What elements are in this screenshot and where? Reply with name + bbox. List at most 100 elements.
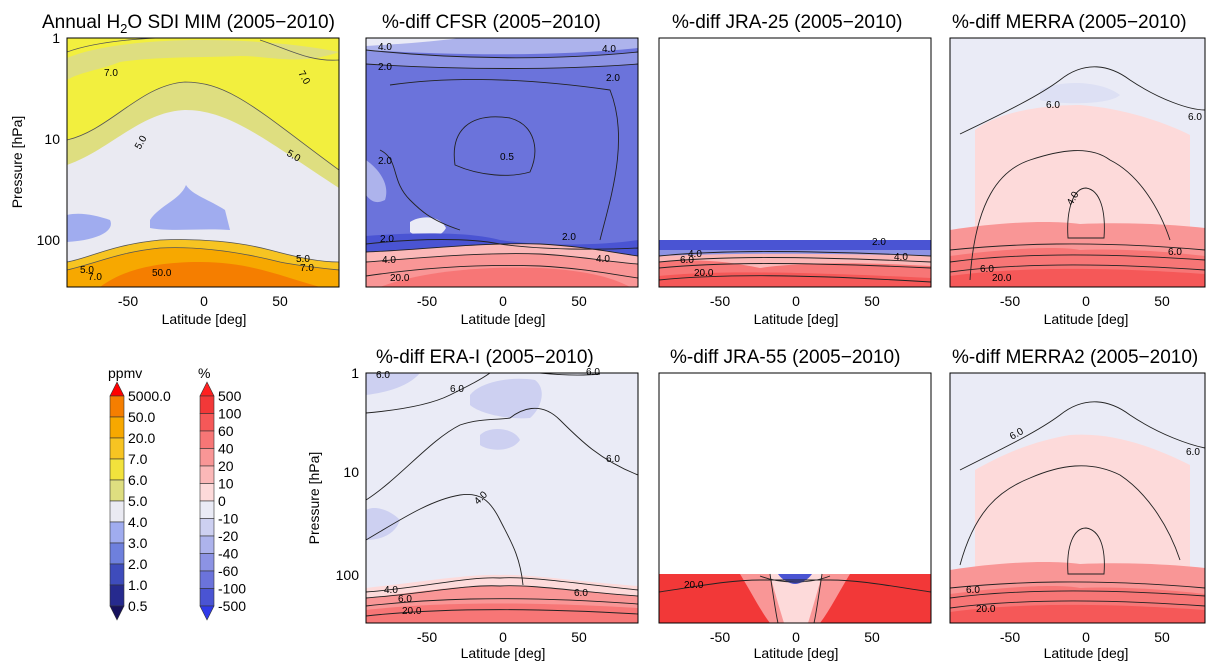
colorbar-swatch	[109, 479, 125, 502]
x-tick-label: 0	[792, 629, 800, 645]
contour-line	[389, 79, 620, 241]
colorbar-label: -40	[218, 546, 238, 562]
contour-line	[379, 149, 461, 231]
field-band	[480, 428, 520, 450]
contour-line	[1067, 527, 1105, 575]
x-axis-label: Latitude [deg]	[1044, 645, 1129, 661]
contour-line	[259, 39, 339, 61]
field-band	[366, 50, 638, 69]
contour-label: 6.0	[586, 367, 600, 378]
contour-label: 20.0	[390, 273, 410, 284]
colorbar-swatches	[199, 381, 215, 621]
x-axis-label: Latitude [deg]	[461, 645, 546, 661]
contour-label: 6.0	[450, 384, 464, 395]
x-tick-label: 0	[499, 629, 507, 645]
contour-line	[366, 577, 638, 593]
contour-line	[366, 243, 638, 257]
contour-label: 6.0	[398, 594, 412, 605]
x-tick-label: -50	[417, 293, 437, 309]
contour-label: 6.0	[1168, 247, 1182, 258]
contour-line	[67, 247, 339, 271]
colorbar-arrow-top	[199, 381, 215, 397]
contour-line	[950, 264, 1205, 273]
field-band	[975, 105, 1190, 230]
colorbar-swatch	[109, 437, 125, 460]
contour-label: 6.0	[574, 588, 588, 599]
plot-frame	[658, 372, 932, 624]
field-band	[410, 217, 446, 238]
y-tick-label: 10	[44, 131, 60, 147]
panel-jra55: %-diff JRA-55 (2005−2010) 20.0 -50 0 50 …	[658, 347, 932, 661]
panel-title: %-diff MERRA (2005−2010)	[952, 12, 1187, 33]
contour-label: 4.0	[378, 42, 392, 53]
colorbar-label: 100	[218, 406, 242, 422]
contour-label: 50.0	[152, 268, 172, 279]
x-tick-label: 0	[499, 293, 507, 309]
colorbar-label: 20	[218, 458, 234, 474]
colorbar-label: -100	[218, 581, 246, 597]
contour-label: 20.0	[992, 273, 1012, 284]
colorbar-label: 4.0	[128, 514, 148, 530]
y-tick-label: 10	[343, 464, 359, 480]
y-tick-label: 1	[52, 30, 60, 46]
x-axis-label: Latitude [deg]	[754, 311, 839, 327]
jra55-field	[659, 573, 931, 623]
jra25-field	[659, 240, 931, 287]
contour-label: 4.0	[602, 44, 616, 55]
panel-erai: %-diff ERA-I (2005−2010) 6.0 6.0 6.0 6.0…	[306, 347, 639, 661]
colorbar-swatch	[109, 416, 125, 439]
sdi-field	[67, 38, 339, 287]
x-tick-label: -50	[1000, 293, 1020, 309]
colorbar-arrow-bottom	[199, 605, 215, 621]
colorbar-label: 40	[218, 441, 234, 457]
contour-line	[366, 493, 524, 586]
colorbar-label: 500	[218, 388, 242, 404]
contour-line	[659, 251, 931, 257]
colorbar-swatch	[109, 563, 125, 586]
colorbar-swatch	[199, 448, 215, 467]
field-band	[380, 267, 630, 287]
contour-label: 4.0	[596, 254, 610, 265]
contour-label: 7.0	[104, 68, 118, 79]
x-tick-label: 50	[1154, 629, 1170, 645]
contour-line	[659, 579, 931, 593]
colorbar-arrow-top	[109, 381, 125, 397]
contour-line	[366, 609, 638, 617]
contour-label: 6.0	[1188, 112, 1202, 123]
contour-line	[366, 373, 491, 414]
panel-merra: %-diff MERRA (2005−2010) 6.0 6.0 4.0 6.0…	[949, 12, 1206, 327]
panel-merra2: %-diff MERRA2 (2005−2010) 6.0 6.0 6.0 20…	[949, 347, 1206, 661]
plot-frame	[66, 37, 340, 288]
colorbar-ppmv: ppmv 5000.0 50.0 20.0 7.0 6.0 5.0 4.0 3.0 2.0 1.0…	[108, 365, 171, 621]
contour-line	[366, 408, 638, 501]
colorbar-swatch	[199, 395, 215, 414]
contour-line	[67, 239, 339, 263]
contour-line	[366, 63, 638, 69]
panel-cfsr: %-diff CFSR (2005−2010) 4.0 4.0 2.0	[365, 12, 639, 327]
contour-label: 6.0	[1046, 100, 1060, 111]
colorbar-label: -20	[218, 528, 238, 544]
colorbar-label: -10	[218, 511, 238, 527]
colorbar-swatch	[199, 413, 215, 432]
contour-line	[453, 116, 536, 176]
colorbar-swatch	[199, 483, 215, 502]
colorbar-swatch	[109, 458, 125, 481]
contour-line	[1067, 187, 1105, 239]
x-tick-label: 50	[864, 629, 880, 645]
contour-label: 2.0	[606, 73, 620, 84]
x-axis-label: Latitude [deg]	[461, 311, 546, 327]
contour-line	[759, 575, 831, 583]
contour-line	[67, 38, 200, 53]
contour-label: 7.0	[300, 263, 314, 274]
x-axis-label: Latitude [deg]	[754, 645, 839, 661]
colorbar-label: 2.0	[128, 556, 148, 572]
colorbar-title: ppmv	[108, 365, 142, 381]
x-tick-label: -50	[1000, 629, 1020, 645]
contour-line	[959, 465, 1181, 566]
field-band	[950, 604, 1205, 623]
contour-label: 20.0	[402, 606, 422, 617]
contour-line	[950, 600, 1205, 609]
field-band	[659, 240, 931, 250]
